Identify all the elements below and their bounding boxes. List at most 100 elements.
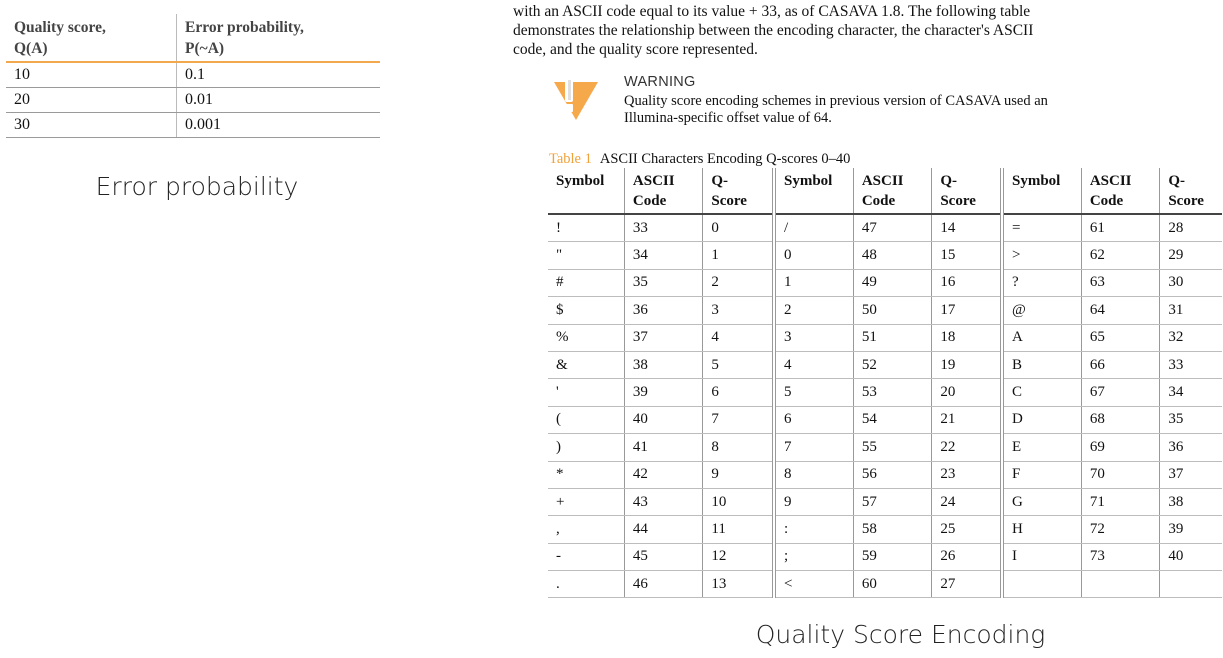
symbol-cell: ' — [548, 378, 625, 407]
table-row: , 44 11:58 25 H 72 39 — [548, 515, 1222, 544]
ascii-code-cell: 56 — [852, 461, 932, 489]
table-row: . 46 13 <60 27 — [548, 570, 1222, 599]
ascii-code-cell: 36 — [623, 296, 703, 325]
intro-paragraph: with an ASCII code equal to its value + … — [513, 2, 1213, 59]
symbol-cell: B — [999, 351, 1082, 380]
ascii-code-cell: 47 — [852, 214, 932, 243]
table-caption: Table 1 ASCII Characters Encoding Q-score… — [549, 151, 850, 168]
symbol-cell: 3 — [771, 324, 854, 352]
q-score-cell: 25 — [931, 515, 1002, 544]
q-score-cell: 9 — [702, 461, 774, 489]
q-score-cell: 2 — [702, 269, 774, 298]
q-score-cell: 30 — [1159, 269, 1222, 298]
warning-title: WARNING — [624, 74, 696, 90]
table-row: " 34 1 0 48 15 >62 29 — [548, 241, 1222, 270]
ascii-code-cell: 64 — [1080, 296, 1160, 325]
q-score-cell: 16 — [931, 269, 1002, 298]
error-probability-header: Error probability, P(~A) — [176, 14, 380, 63]
symbol-cell: # — [548, 269, 625, 298]
ascii-code-cell — [1080, 570, 1160, 599]
table-row: #35 2 1 49 16? 63 30 — [548, 269, 1222, 298]
q-score-cell: 19 — [931, 351, 1002, 380]
ascii-code-cell: 33 — [623, 214, 703, 243]
ascii-code-cell: 71 — [1080, 488, 1160, 517]
ascii-code-cell: 55 — [852, 433, 932, 462]
header-line: Symbol — [784, 173, 833, 189]
header-line: Code — [861, 193, 896, 209]
error-probability-cell: 0.1 — [176, 62, 380, 88]
q-score-cell: 6 — [702, 378, 774, 407]
table-row: ' 39 6 5 53 20 C 67 34 — [548, 378, 1222, 407]
ascii-code-cell: 42 — [623, 461, 703, 489]
symbol-cell: > — [999, 241, 1082, 270]
symbol-cell: . — [548, 570, 625, 599]
ascii-code-cell: 50 — [852, 296, 932, 325]
q-score-cell: 12 — [702, 543, 774, 572]
q-score-cell: 20 — [931, 378, 1002, 407]
q-score-cell: 23 — [931, 461, 1002, 489]
ascii-code-cell: 41 — [623, 433, 703, 462]
ascii-encoding-table-section: Symbol ASCII Code Q- Score Symbol ASCII Code Q- S… — [548, 168, 1222, 599]
ascii-code-cell: 34 — [623, 241, 703, 270]
q-score-cell: 38 — [1159, 488, 1222, 517]
q-score-cell: 18 — [931, 324, 1002, 352]
ascii-code-cell: 45 — [623, 543, 703, 572]
ascii-code-cell: 60 — [852, 570, 932, 599]
ascii-code-cell: 52 — [852, 351, 932, 380]
header-line: Q(A) — [14, 40, 48, 57]
ascii-code-cell: 59 — [852, 543, 932, 572]
symbol-cell: F — [999, 461, 1082, 489]
symbol-cell: D — [999, 406, 1082, 435]
ascii-code-cell: 44 — [623, 515, 703, 544]
ascii-encoding-table: Symbol ASCII Code Q- Score Symbol ASCII Code Q- S… — [548, 168, 1222, 599]
q-score-cell: 34 — [1159, 378, 1222, 407]
header-line: Score — [940, 193, 976, 209]
table-row: $36 3 2 50 17 @64 31 — [548, 296, 1222, 325]
table-row: % 37 4 3 51 18 A 65 32 — [548, 324, 1222, 352]
header-line: Error probability, — [185, 19, 304, 36]
error-probability-table: Quality score, Q(A) Error probability, P… — [6, 14, 380, 138]
q-score-cell: 22 — [931, 433, 1002, 462]
table-row: 10 0.1 — [6, 62, 380, 88]
q-score-cell: 24 — [931, 488, 1002, 517]
q-score-cell: 37 — [1159, 461, 1222, 489]
header-line: Symbol — [556, 173, 605, 189]
ascii-code-cell: 49 — [852, 269, 932, 298]
header-line: Q- — [711, 173, 729, 189]
q-score-cell: 3 — [702, 296, 774, 325]
symbol-cell: < — [771, 570, 854, 599]
q-score-cell: 17 — [931, 296, 1002, 325]
symbol-cell: $ — [548, 296, 625, 325]
warning-line: Illumina-specific offset value of 64. — [624, 110, 832, 126]
symbol-cell: : — [771, 515, 854, 544]
ascii-code-cell: 43 — [623, 488, 703, 517]
ascii-code-cell: 61 — [1080, 214, 1160, 243]
q-score-cell: 32 — [1159, 324, 1222, 352]
table-title: ASCII Characters Encoding Q-scores 0–40 — [599, 151, 851, 167]
header-line: ASCII — [861, 173, 904, 189]
symbol-cell: - — [548, 543, 625, 572]
symbol-cell: ) — [548, 433, 625, 462]
ascii-code-cell: 40 — [623, 406, 703, 435]
table-row: -45 12; 59 26 I 73 40 — [548, 543, 1222, 572]
ascii-code-cell: 37 — [623, 324, 703, 352]
encoding-table-header-row: Symbol ASCII Code Q- Score Symbol ASCII Code Q- S… — [548, 168, 1222, 215]
header-line: Symbol — [1012, 173, 1061, 189]
warning-text: Quality score encoding schemes in previo… — [624, 93, 1184, 127]
symbol-cell: ; — [771, 543, 854, 572]
q-score-cell: 36 — [1159, 433, 1222, 462]
quality-score-cell: 30 — [6, 112, 177, 138]
q-score-cell: 40 — [1159, 543, 1222, 572]
symbol-cell: " — [548, 241, 625, 270]
symbol-cell: @ — [999, 296, 1082, 325]
quality-score-header: Quality score, Q(A) — [6, 14, 177, 63]
error-table-header-row: Quality score, Q(A) Error probability, P… — [6, 14, 380, 63]
q-score-cell: 8 — [702, 433, 774, 462]
header-line: Score — [1168, 193, 1204, 209]
q-score-cell — [1159, 570, 1222, 599]
ascii-code-cell: 39 — [623, 378, 703, 407]
symbol-cell: 1 — [771, 269, 854, 298]
q-score-cell: 27 — [931, 570, 1002, 599]
ascii-code-cell: 58 — [852, 515, 932, 544]
q-score-cell: 26 — [931, 543, 1002, 572]
